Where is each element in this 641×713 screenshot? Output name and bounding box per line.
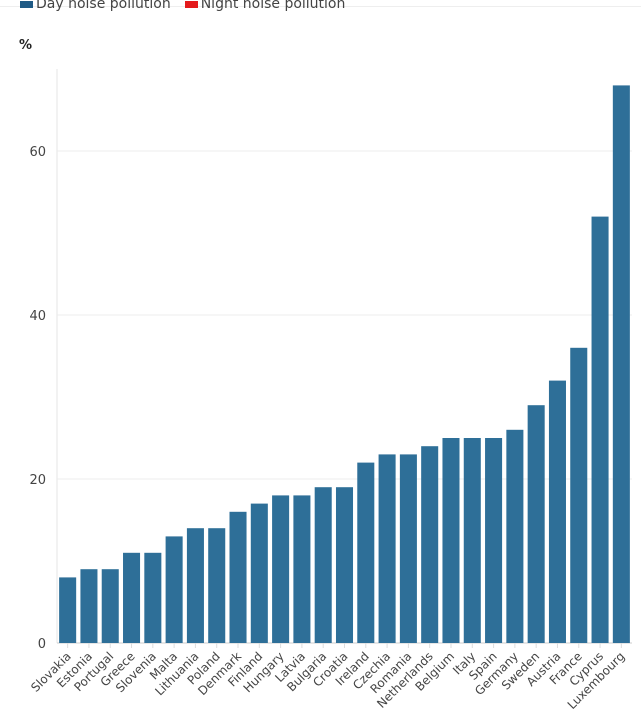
bar[interactable] — [591, 216, 609, 643]
y-tick-label: 40 — [29, 309, 46, 324]
y-tick-label: 20 — [29, 473, 46, 488]
bar[interactable] — [527, 405, 545, 643]
y-tick-labels: 0 20 40 60 — [29, 145, 46, 652]
bar[interactable] — [272, 495, 290, 643]
legend-swatch-night — [184, 0, 198, 8]
bar[interactable] — [144, 552, 162, 643]
bars — [59, 85, 630, 643]
bar[interactable] — [485, 438, 503, 643]
bar[interactable] — [229, 511, 247, 643]
bar[interactable] — [186, 528, 204, 643]
bar[interactable] — [612, 85, 630, 643]
legend-swatch-day — [20, 0, 33, 8]
bar[interactable] — [506, 429, 524, 643]
bar[interactable] — [80, 569, 98, 643]
bar[interactable] — [314, 487, 332, 643]
legend-label-night: Night noise pollution — [200, 0, 346, 12]
y-tick-label: 0 — [38, 637, 46, 652]
x-tick-labels: SlovakiaEstoniaPortugalGreeceSloveniaMal… — [28, 643, 627, 712]
bar[interactable] — [399, 454, 417, 643]
bar[interactable] — [463, 438, 481, 643]
top-divider — [0, 0, 641, 7]
bar[interactable] — [250, 503, 268, 643]
bar[interactable] — [421, 446, 439, 643]
bar[interactable] — [378, 454, 396, 643]
y-axis-unit: % — [19, 38, 33, 53]
bar[interactable] — [59, 577, 77, 643]
legend-item-night[interactable]: Night noise pollution — [184, 0, 346, 12]
bar[interactable] — [293, 495, 311, 643]
bar[interactable] — [357, 462, 375, 643]
bar[interactable] — [165, 536, 183, 643]
legend-label-day: Day noise pollution — [36, 0, 171, 12]
y-tick-label: 60 — [29, 145, 46, 160]
legend-item-day[interactable]: Day noise pollution — [20, 0, 171, 12]
bar[interactable] — [442, 438, 460, 643]
chart-legend: Day noise pollution Night noise pollutio… — [20, 0, 345, 12]
bar[interactable] — [335, 487, 354, 643]
bar[interactable] — [570, 347, 588, 643]
bar[interactable] — [101, 569, 119, 643]
bar[interactable] — [548, 380, 566, 643]
bar[interactable] — [123, 552, 141, 643]
bar[interactable] — [208, 528, 226, 643]
